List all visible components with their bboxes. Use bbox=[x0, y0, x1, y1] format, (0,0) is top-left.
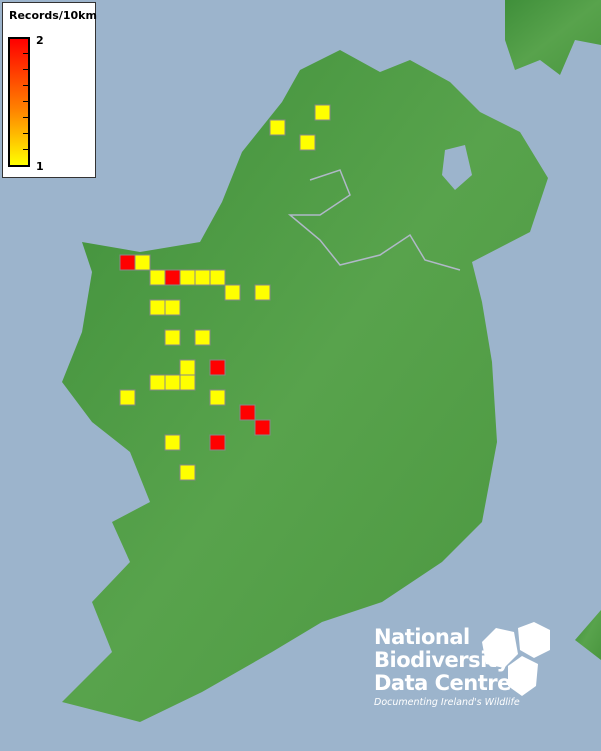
record-square[interactable] bbox=[209, 389, 226, 406]
logo-line2: Biodiversity bbox=[374, 648, 510, 672]
record-square[interactable] bbox=[299, 134, 316, 151]
record-square[interactable] bbox=[149, 299, 166, 316]
logo-hexagon-icons bbox=[482, 622, 550, 696]
lough-neagh bbox=[442, 145, 472, 190]
record-square[interactable] bbox=[179, 359, 196, 376]
wales-landmass bbox=[575, 610, 601, 660]
legend-min-label: 1 bbox=[36, 160, 44, 173]
tree-hexagon-icon bbox=[482, 628, 518, 668]
border-line bbox=[287, 169, 461, 271]
record-square[interactable] bbox=[314, 104, 331, 121]
record-square[interactable] bbox=[209, 434, 226, 451]
record-square[interactable] bbox=[254, 419, 271, 436]
legend-max-label: 2 bbox=[36, 34, 44, 47]
records-layer bbox=[119, 104, 331, 481]
seahorse-hexagon-icon bbox=[508, 656, 538, 696]
legend-title: Records/10km bbox=[9, 9, 97, 22]
record-square[interactable] bbox=[239, 404, 256, 421]
legend-color-bar bbox=[8, 37, 30, 167]
ireland-landmass bbox=[62, 50, 548, 722]
record-square[interactable] bbox=[194, 269, 211, 286]
record-square[interactable] bbox=[254, 284, 271, 301]
record-square[interactable] bbox=[194, 329, 211, 346]
record-square[interactable] bbox=[164, 374, 181, 391]
record-square[interactable] bbox=[119, 389, 136, 406]
record-square[interactable] bbox=[179, 374, 196, 391]
record-square[interactable] bbox=[269, 119, 286, 136]
record-square[interactable] bbox=[164, 434, 181, 451]
logo-line1: National bbox=[374, 625, 470, 649]
scotland-landmass bbox=[505, 0, 601, 75]
record-square[interactable] bbox=[134, 254, 151, 271]
butterfly-hexagon-icon bbox=[518, 622, 550, 658]
legend: Records/10km 2 1 bbox=[2, 2, 97, 178]
record-square[interactable] bbox=[149, 269, 166, 286]
record-square[interactable] bbox=[209, 359, 226, 376]
record-square[interactable] bbox=[164, 269, 181, 286]
record-square[interactable] bbox=[209, 269, 226, 286]
record-square[interactable] bbox=[179, 269, 196, 286]
record-square[interactable] bbox=[119, 254, 136, 271]
nbdc-logo: National Biodiversity Data Centre Docume… bbox=[374, 625, 520, 709]
logo-tagline: Documenting Ireland's Wildlife bbox=[374, 697, 520, 708]
record-square[interactable] bbox=[149, 374, 166, 391]
record-square[interactable] bbox=[224, 284, 241, 301]
record-square[interactable] bbox=[164, 329, 181, 346]
record-square[interactable] bbox=[179, 464, 196, 481]
record-square[interactable] bbox=[164, 299, 181, 316]
logo-line3: Data Centre bbox=[374, 671, 511, 695]
